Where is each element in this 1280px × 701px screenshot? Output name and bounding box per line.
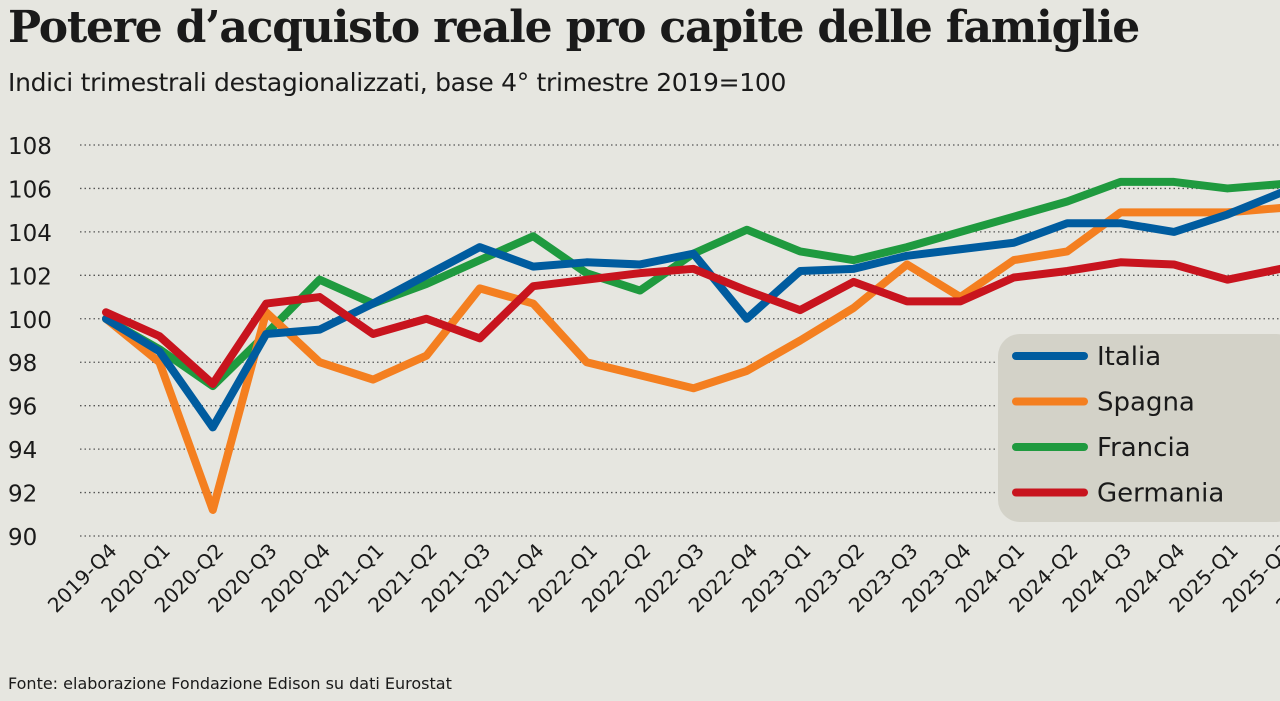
y-tick-label: 106 [8,177,52,203]
y-tick-label: 92 [8,482,37,508]
series-line-italia [102,188,1280,432]
y-tick-label: 100 [8,308,52,334]
y-tick-label: 104 [8,221,52,247]
y-tick-label: 90 [8,525,37,551]
y-tick-label: 94 [8,438,37,464]
series-line-germania [102,258,1280,388]
legend-label: Francia [1097,433,1191,463]
y-tick-label: 98 [8,351,37,377]
legend-label: Italia [1097,342,1161,372]
legend-label: Spagna [1097,388,1195,418]
y-tick-label: 108 [8,134,52,160]
y-tick-label: 96 [8,395,37,421]
chart-title: Potere d’acquisto reale pro capite delle… [8,2,1140,53]
series-line-spagna [102,204,1280,514]
legend-label: Germania [1097,479,1224,509]
chart-subtitle: Indici trimestrali destagionalizzati, ba… [8,68,787,97]
legend-box [998,334,1280,522]
y-tick-label: 102 [8,264,52,290]
source-note: Fonte: elaborazione Fondazione Edison su… [8,674,452,693]
